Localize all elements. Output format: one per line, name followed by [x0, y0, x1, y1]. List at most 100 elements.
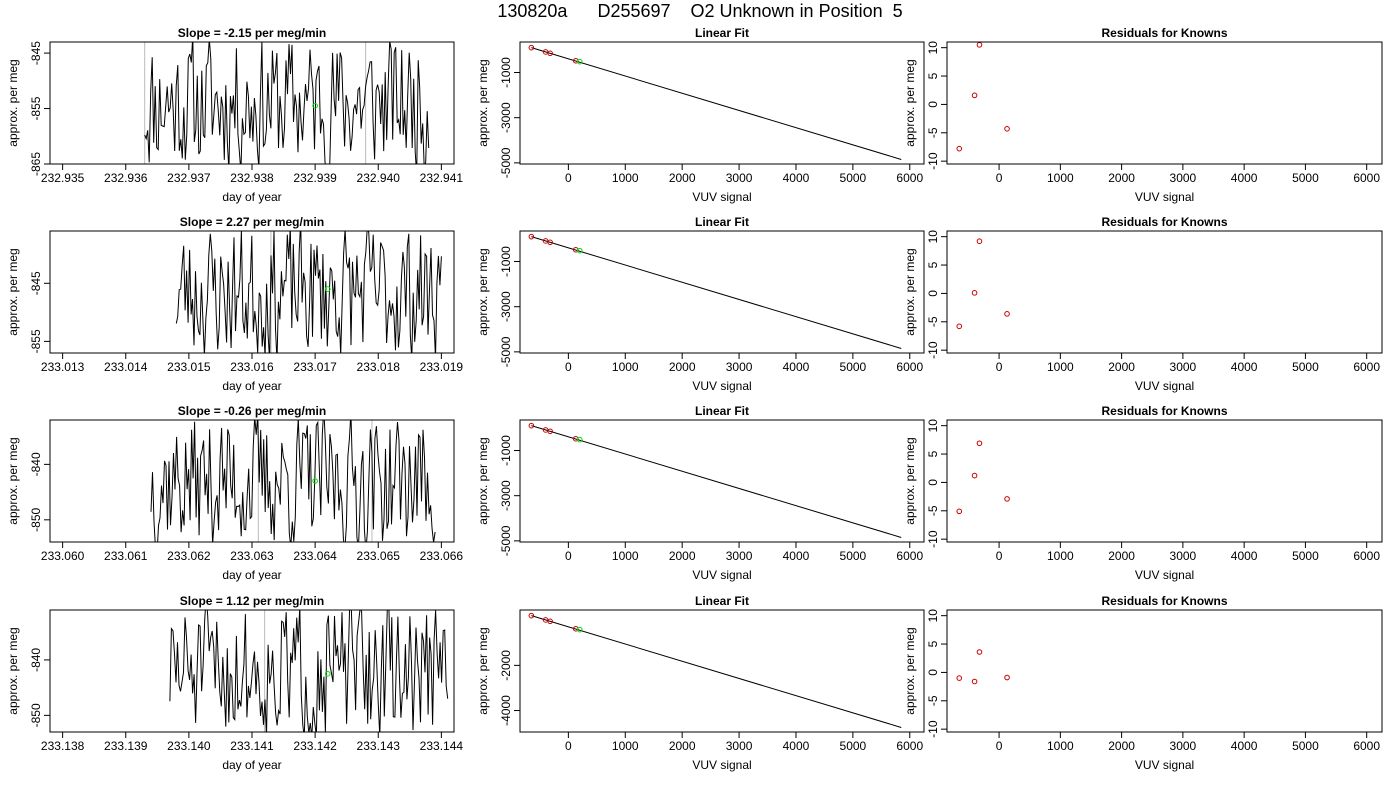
x-tick-label: 5000	[840, 171, 867, 185]
x-tick-label: 1000	[1047, 360, 1074, 374]
plot-frame	[49, 609, 455, 733]
x-axis-label: day of year	[222, 758, 281, 772]
x-tick-label: 2000	[669, 360, 696, 374]
plot-area	[528, 44, 902, 160]
data-trace	[144, 42, 430, 164]
y-tick-label: -5000	[499, 336, 513, 367]
y-tick-label: -3000	[499, 291, 513, 322]
x-tick-label: 233.066	[420, 549, 464, 563]
x-tick-label: 233.016	[230, 360, 274, 374]
data-trace	[175, 231, 442, 353]
known-point	[971, 290, 978, 296]
y-tick-label: -855	[29, 329, 43, 353]
x-tick-label: 4000	[783, 171, 810, 185]
plot-frame	[946, 609, 1383, 733]
x-tick-label: 233.060	[41, 549, 85, 563]
panel-1-3: Residuals for Knowns VUV signal approx. pe…	[903, 26, 1383, 204]
x-axis-label: VUV signal	[692, 379, 751, 393]
known-point	[956, 508, 963, 515]
y-tick-label: -5	[926, 505, 940, 516]
plot-area	[528, 612, 902, 728]
x-tick-label: 0	[565, 739, 572, 753]
y-tick-label: -855	[29, 96, 43, 120]
panel-1-2: Linear Fit VUV signal approx. per meg 0 1000…	[476, 26, 925, 204]
x-tick-label: 5000	[840, 739, 867, 753]
y-axis-label: approx. per meg	[903, 627, 917, 714]
x-axis-label: VUV signal	[1135, 568, 1194, 582]
x-tick-label: 0	[996, 171, 1003, 185]
x-tick-label: 5000	[1292, 739, 1319, 753]
x-tick-label: 232.935	[41, 171, 85, 185]
x-tick-label: 1000	[1047, 171, 1074, 185]
y-axis-label: approx. per meg	[476, 437, 490, 524]
plot-frame	[519, 41, 925, 165]
x-tick-label: 5000	[840, 549, 867, 563]
y-tick-label: -1000	[499, 435, 513, 466]
y-axis-label: approx. per meg	[903, 248, 917, 335]
y-tick-label: 0	[926, 101, 940, 108]
plot-area	[144, 42, 430, 164]
known-point	[528, 612, 535, 619]
plot-frame	[49, 41, 455, 165]
y-tick-label: -10	[926, 720, 940, 738]
y-axis-label: approx. per meg	[6, 437, 20, 524]
panel-2-2: Linear Fit VUV signal approx. per meg 0 1000…	[476, 215, 925, 393]
panel-title: Residuals for Knowns	[1101, 215, 1227, 229]
y-tick-label: -3000	[499, 480, 513, 511]
x-tick-label: 6000	[1353, 739, 1380, 753]
x-tick-label: 5000	[1292, 171, 1319, 185]
x-tick-label: 4000	[783, 739, 810, 753]
y-tick-label: -845	[29, 271, 43, 295]
y-axis-label: approx. per meg	[6, 627, 20, 714]
x-tick-label: 233.061	[104, 549, 148, 563]
x-tick-label: 3000	[1170, 549, 1197, 563]
x-tick-label: 232.937	[167, 171, 211, 185]
y-tick-label: -4000	[499, 695, 513, 726]
known-point	[956, 145, 963, 152]
x-axis-label: VUV signal	[692, 568, 751, 582]
y-tick-label: -5000	[499, 525, 513, 556]
plot-frame	[519, 609, 925, 733]
panel-title: Slope = -0.26 per meg/min	[178, 404, 326, 418]
x-tick-label: 233.013	[41, 360, 85, 374]
known-point	[1004, 496, 1010, 502]
x-tick-label: 233.063	[230, 549, 274, 563]
plot-area	[528, 233, 902, 349]
y-tick-label: -3000	[499, 102, 513, 133]
known-point	[971, 92, 978, 99]
unknown-point	[324, 286, 331, 292]
y-axis-label: approx. per meg	[903, 437, 917, 524]
x-tick-label: 6000	[1353, 549, 1380, 563]
y-tick-label: -1000	[499, 246, 513, 277]
panel-1-1: Slope = -2.15 per meg/min day of year appr…	[6, 26, 463, 204]
panel-title: Residuals for Knowns	[1101, 404, 1227, 418]
y-tick-label: 0	[926, 479, 940, 486]
x-tick-label: 232.938	[230, 171, 274, 185]
x-tick-label: 233.014	[104, 360, 148, 374]
y-tick-label: -840	[29, 648, 43, 672]
data-trace	[169, 610, 449, 732]
known-point	[971, 678, 978, 685]
x-tick-label: 1000	[612, 549, 639, 563]
plot-area	[956, 440, 1010, 515]
y-tick-label: 10	[926, 41, 940, 55]
known-point	[547, 428, 553, 435]
panel-3-2: Linear Fit VUV signal approx. per meg 0 1000…	[476, 404, 925, 582]
x-tick-label: 232.941	[420, 171, 464, 185]
x-tick-label: 0	[565, 549, 572, 563]
known-point	[1004, 674, 1010, 681]
panel-title: Linear Fit	[695, 404, 749, 418]
x-tick-label: 4000	[1231, 549, 1258, 563]
fit-line	[531, 47, 902, 160]
x-tick-label: 3000	[726, 171, 753, 185]
known-point	[547, 239, 553, 246]
known-point	[528, 44, 535, 51]
known-point	[547, 618, 553, 625]
x-tick-label: 233.144	[420, 739, 464, 753]
y-axis-label: approx. per meg	[476, 248, 490, 335]
x-tick-label: 2000	[669, 739, 696, 753]
unknown-point	[576, 58, 583, 65]
x-tick-label: 6000	[1353, 171, 1380, 185]
x-tick-label: 4000	[783, 360, 810, 374]
y-tick-label: 5	[926, 450, 940, 457]
